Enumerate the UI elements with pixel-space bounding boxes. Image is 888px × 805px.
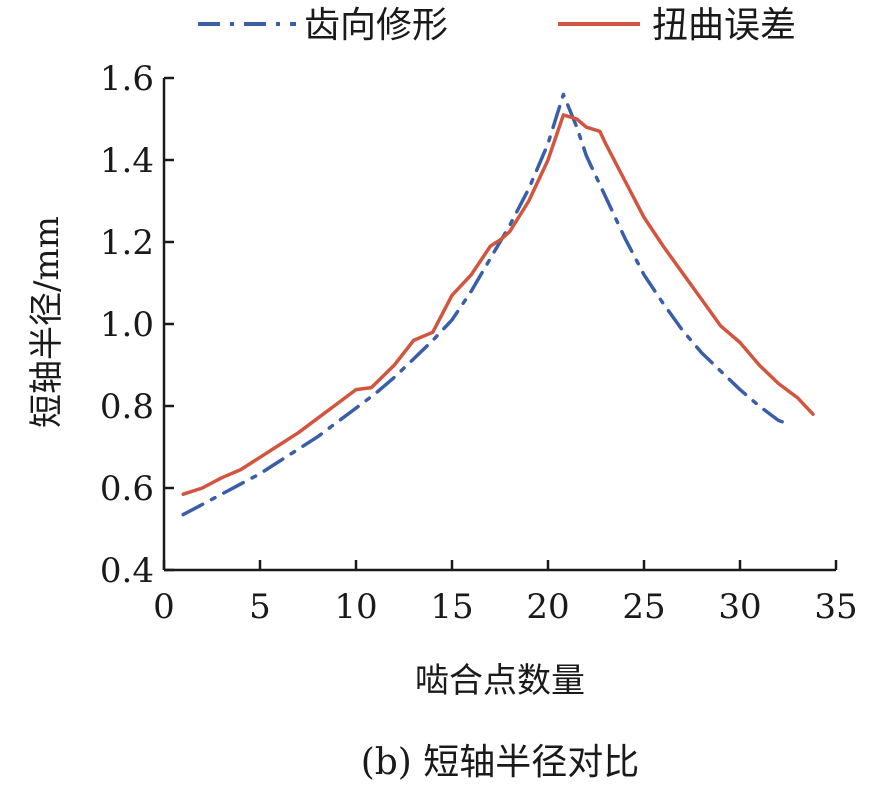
legend-label-series-2: 扭曲误差	[652, 5, 796, 46]
x-tick-label: 5	[249, 587, 271, 627]
plot-area: 0.4 0.6 0.8 1.0 1.2 1.4 1.6 0 5 10 15 20 25 30 35	[100, 59, 858, 627]
y-tick-label: 0.8	[100, 387, 154, 427]
legend-item-series-1: 齿向修形	[198, 5, 448, 46]
x-tick-label: 25	[622, 587, 665, 627]
legend-item-series-2: 扭曲误差	[558, 5, 796, 46]
y-tick-label: 0.4	[100, 551, 154, 591]
x-tick-label: 15	[430, 587, 473, 627]
x-tick-label: 35	[814, 587, 857, 627]
y-tick-label: 1.4	[100, 141, 154, 181]
y-axis-label: 短轴半径/mm	[27, 216, 67, 428]
y-tick-label: 1.0	[100, 305, 154, 345]
legend: 齿向修形 扭曲误差	[198, 5, 796, 46]
series-line-2	[181, 113, 815, 496]
y-tick-label: 0.6	[100, 469, 154, 509]
x-tick-label: 0	[153, 587, 175, 627]
chart-caption: (b) 短轴半径对比	[361, 742, 640, 783]
y-tick-label: 1.2	[100, 223, 154, 263]
x-axis-label: 啮合点数量	[415, 661, 585, 701]
legend-label-series-1: 齿向修形	[304, 5, 448, 46]
series-line-1	[181, 92, 792, 517]
y-tick-label: 1.6	[100, 59, 154, 99]
x-tick-label: 20	[526, 587, 569, 627]
x-tick-label: 30	[718, 587, 761, 627]
x-tick-label: 10	[334, 587, 377, 627]
